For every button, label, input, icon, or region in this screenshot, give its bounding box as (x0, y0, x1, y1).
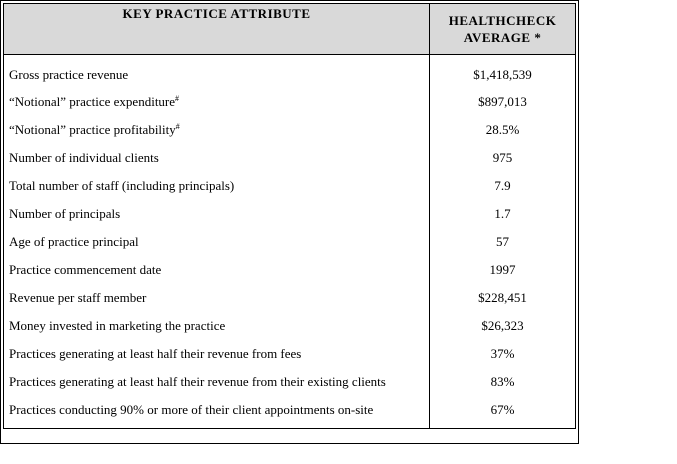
attribute-label: Number of individual clients (2, 144, 431, 172)
practice-attributes-table-frame: KEY PRACTICE ATTRIBUTE HEALTHCHECK AVERA… (0, 0, 579, 444)
healthcheck-average-value: 7.9 (429, 172, 576, 200)
healthcheck-average-value: 57 (429, 228, 576, 256)
attribute-label: Revenue per staff member (2, 284, 431, 312)
table-row: Money invested in marketing the practice… (2, 312, 576, 340)
attribute-label: Total number of staff (including princip… (2, 172, 431, 200)
attribute-label: “Notional” practice expenditure# (2, 88, 431, 116)
key-practice-attribute-heading: KEY PRACTICE ATTRIBUTE (2, 3, 431, 55)
attribute-label: Practice commencement date (2, 256, 431, 284)
healthcheck-average-value: 37% (429, 340, 576, 368)
healthcheck-average-heading: HEALTHCHECK AVERAGE * (429, 3, 576, 55)
table-row: Practice commencement date 1997 (2, 256, 576, 284)
attribute-label-text: Practices conducting 90% or more of thei… (9, 402, 374, 417)
attribute-label-text: “Notional” practice profitability (9, 122, 176, 137)
footnote-marker: # (175, 122, 180, 131)
practice-attributes-table: KEY PRACTICE ATTRIBUTE HEALTHCHECK AVERA… (2, 3, 576, 429)
healthcheck-average-value: $26,323 (429, 312, 576, 340)
table-row: Practices conducting 90% or more of thei… (2, 396, 576, 429)
table-row: Number of individual clients 975 (2, 144, 576, 172)
table-row: “Notional” practice profitability# 28.5% (2, 116, 576, 144)
attribute-label-text: Number of individual clients (9, 150, 159, 165)
attribute-label: Money invested in marketing the practice (2, 312, 431, 340)
healthcheck-average-value: 67% (429, 396, 576, 429)
attribute-label-text: Age of practice principal (9, 234, 139, 249)
attribute-label: Gross practice revenue (2, 54, 431, 88)
table-row: Gross practice revenue $1,418,539 (2, 54, 576, 88)
table-row: Total number of staff (including princip… (2, 172, 576, 200)
attribute-label-text: Number of principals (9, 206, 121, 221)
healthcheck-average-heading-line1: HEALTHCHECK (448, 13, 557, 28)
healthcheck-average-value: 1997 (429, 256, 576, 284)
table-row: Age of practice principal 57 (2, 228, 576, 256)
attribute-label-text: Practices generating at least half their… (9, 374, 386, 389)
table-row: “Notional” practice expenditure# $897,013 (2, 88, 576, 116)
healthcheck-average-value: $897,013 (429, 88, 576, 116)
healthcheck-average-value: $228,451 (429, 284, 576, 312)
attribute-label: Practices generating at least half their… (2, 340, 431, 368)
table-header-row: KEY PRACTICE ATTRIBUTE HEALTHCHECK AVERA… (2, 3, 576, 55)
attribute-label-text: Money invested in marketing the practice (9, 318, 226, 333)
table-row: Practices generating at least half their… (2, 340, 576, 368)
attribute-label-text: Gross practice revenue (9, 66, 129, 82)
healthcheck-average-value: 83% (429, 368, 576, 396)
table-row: Revenue per staff member $228,451 (2, 284, 576, 312)
attribute-label-text: Revenue per staff member (9, 290, 147, 305)
attribute-label: Age of practice principal (2, 228, 431, 256)
table-row: Practices generating at least half their… (2, 368, 576, 396)
healthcheck-average-heading-line2: AVERAGE * (463, 30, 542, 45)
attribute-label: “Notional” practice profitability# (2, 116, 431, 144)
healthcheck-average-value: 975 (429, 144, 576, 172)
attribute-label-text: Total number of staff (including princip… (9, 178, 235, 193)
healthcheck-average-value: $1,418,539 (429, 54, 576, 88)
attribute-label: Practices conducting 90% or more of thei… (2, 396, 431, 429)
attribute-label: Practices generating at least half their… (2, 368, 431, 396)
healthcheck-average-value: 28.5% (429, 116, 576, 144)
attribute-label-text: Practices generating at least half their… (9, 346, 302, 361)
table-row: Number of principals 1.7 (2, 200, 576, 228)
footnote-marker: # (175, 94, 180, 103)
healthcheck-average-value: 1.7 (429, 200, 576, 228)
attribute-label: Number of principals (2, 200, 431, 228)
attribute-label-text: Practice commencement date (9, 262, 162, 277)
attribute-label-text: “Notional” practice expenditure (9, 94, 176, 109)
